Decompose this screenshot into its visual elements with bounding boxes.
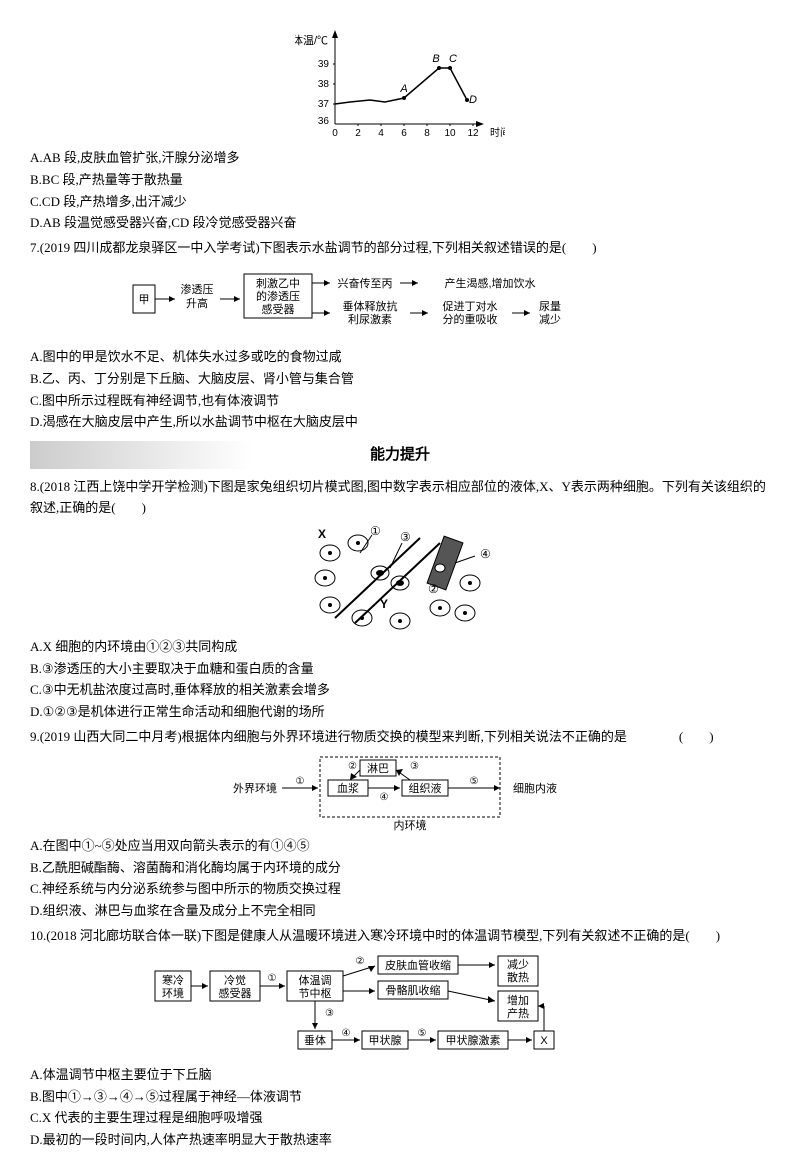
svg-text:增加: 增加 bbox=[507, 993, 529, 1007]
svg-text:升高: 升高 bbox=[186, 296, 208, 310]
q10-n2: ② bbox=[356, 956, 365, 967]
svg-text:兴奋传至丙: 兴奋传至丙 bbox=[338, 276, 393, 290]
q10-optA: A.体温调节中枢主要位于下丘脑 bbox=[30, 1065, 770, 1086]
q6-pB: B bbox=[432, 53, 439, 65]
q6-y38: 38 bbox=[318, 79, 330, 90]
svg-text:感受器: 感受器 bbox=[262, 303, 295, 316]
q10-n4: ④ bbox=[342, 1028, 351, 1039]
q6-y36: 36 bbox=[318, 116, 330, 127]
svg-text:渗透压: 渗透压 bbox=[181, 282, 214, 296]
q10-flow: 寒冷环境 冷觉感受器 ① 体温调节中枢 ② 皮肤血管收缩 减少散热 骨骼肌收缩 … bbox=[30, 951, 770, 1061]
q6-ylabel: 体温/℃ bbox=[295, 33, 328, 47]
q6-x10: 10 bbox=[444, 128, 456, 139]
q9-flow: 外界环境 ① 血浆 淋巴 ② ③ ④ 组织液 ⑤ 细胞内液 内环境 bbox=[30, 752, 770, 832]
svg-text:散热: 散热 bbox=[507, 970, 529, 984]
svg-text:分的重吸收: 分的重吸收 bbox=[443, 312, 498, 326]
svg-text:利尿激素: 利尿激素 bbox=[348, 312, 392, 326]
svg-text:冷觉: 冷觉 bbox=[224, 974, 246, 987]
q8-Y: Y bbox=[380, 597, 388, 611]
q10-optB: B.图中①→③→④→⑤过程属于神经—体液调节 bbox=[30, 1087, 770, 1108]
q8-optB: B.③渗透压的大小主要取决于血糖和蛋白质的含量 bbox=[30, 659, 770, 680]
q6-x12: 12 bbox=[467, 128, 479, 139]
svg-text:体温调: 体温调 bbox=[299, 973, 332, 987]
svg-text:减少: 减少 bbox=[507, 958, 529, 971]
q8-X: X bbox=[318, 527, 326, 541]
q6-y39: 39 bbox=[318, 59, 330, 70]
q10-jzx: 甲状腺 bbox=[369, 1033, 402, 1047]
q9-optB: B.乙酰胆碱酯酶、溶菌酶和消化酶均属于内环境的成分 bbox=[30, 858, 770, 879]
q6-pD: D bbox=[469, 94, 477, 106]
q8-optC: C.③中无机盐浓度过高时,垂体释放的相关激素会增多 bbox=[30, 680, 770, 701]
q9-waijie: 外界环境 bbox=[233, 781, 277, 795]
q10-n5: ⑤ bbox=[418, 1028, 427, 1039]
q6-x4: 4 bbox=[378, 128, 384, 139]
q8-3: ③ bbox=[400, 530, 411, 544]
q7-optA: A.图中的甲是饮水不足、机体失水过多或吃的食物过咸 bbox=[30, 347, 770, 368]
q6-y37: 37 bbox=[318, 99, 330, 110]
q9-n5: ⑤ bbox=[470, 776, 479, 787]
q6-optC: C.CD 段,产热增多,出汗减少 bbox=[30, 192, 770, 213]
q6-chart: 体温/℃ 36 37 38 39 0 2 4 6 8 10 12 时间/h A … bbox=[30, 24, 770, 144]
q9-stem: 9.(2019 山西大同二中月考)根据体内细胞与外界环境进行物质交换的模型来判断… bbox=[30, 727, 770, 748]
q6-x6: 6 bbox=[401, 128, 407, 139]
q10-hanleng-1: 寒冷 bbox=[162, 973, 184, 987]
q8-2: ② bbox=[428, 582, 439, 596]
q9-n1: ① bbox=[296, 776, 305, 787]
q10-gu: 骨骼肌收缩 bbox=[386, 983, 441, 997]
q9-n4: ④ bbox=[380, 792, 389, 803]
svg-text:垂体释放抗: 垂体释放抗 bbox=[343, 299, 398, 313]
q9-xibao: 细胞内液 bbox=[513, 781, 557, 795]
q9-xuejiang: 血浆 bbox=[337, 781, 359, 795]
q6-optA: A.AB 段,皮肤血管扩张,汗腺分泌增多 bbox=[30, 148, 770, 169]
q10-n1: ① bbox=[268, 973, 277, 984]
svg-text:环境: 环境 bbox=[162, 986, 184, 1000]
q7-optC: C.图中所示过程既有神经调节,也有体液调节 bbox=[30, 391, 770, 412]
q8-stem: 8.(2018 江西上饶中学开学检测)下图是家兔组织切片模式图,图中数字表示相应… bbox=[30, 477, 770, 519]
q9-optA: A.在图中①~⑤处应当用双向箭头表示的有①④⑤ bbox=[30, 836, 770, 857]
q8-figure: X ① ③ ④ ② Y bbox=[30, 523, 770, 633]
q6-pC: C bbox=[449, 53, 457, 65]
svg-text:的渗透压: 的渗透压 bbox=[256, 289, 300, 303]
q10-stem: 10.(2018 河北廊坊联合体一联)下图是健康人从温暖环境进入寒冷环境中时的体… bbox=[30, 926, 770, 947]
q9-zuzhi: 组织液 bbox=[409, 781, 442, 795]
q9-linba: 淋巴 bbox=[367, 762, 389, 775]
q9-n3: ③ bbox=[410, 761, 419, 772]
q10-optD: D.最初的一段时间内,人体产热速率明显大于散热速率 bbox=[30, 1130, 770, 1151]
q6-x2: 2 bbox=[355, 128, 361, 139]
q8-optD: D.①②③是机体进行正常生命活动和细胞代谢的场所 bbox=[30, 702, 770, 723]
q6-x0: 0 bbox=[332, 128, 338, 139]
q8-optA: A.X 细胞的内环境由①②③共同构成 bbox=[30, 637, 770, 658]
svg-text:尿量: 尿量 bbox=[539, 300, 561, 313]
q6-optB: B.BC 段,产热量等于散热量 bbox=[30, 170, 770, 191]
section-header: 能力提升 bbox=[30, 441, 770, 469]
q10-jisu: 甲状腺激素 bbox=[446, 1033, 501, 1047]
q8-4: ④ bbox=[480, 547, 491, 561]
svg-text:产热: 产热 bbox=[507, 1006, 529, 1020]
q6-x8: 8 bbox=[424, 128, 430, 139]
q7-stem: 7.(2019 四川成都龙泉驿区一中入学考试)下图表示水盐调节的部分过程,下列相… bbox=[30, 238, 770, 259]
q6-xlabel: 时间/h bbox=[490, 126, 505, 139]
q9-neihuanjing: 内环境 bbox=[394, 818, 427, 832]
q10-optC: C.X 代表的主要生理过程是细胞呼吸增强 bbox=[30, 1108, 770, 1129]
q9-optC: C.神经系统与内分泌系统参与图中所示的物质交换过程 bbox=[30, 879, 770, 900]
q6-pA: A bbox=[399, 83, 407, 95]
q10-x: X bbox=[540, 1035, 548, 1047]
svg-text:减少: 减少 bbox=[539, 313, 561, 326]
q7-jia: 甲 bbox=[139, 294, 150, 306]
q6-optD: D.AB 段温觉感受器兴奋,CD 段冷觉感受器兴奋 bbox=[30, 213, 770, 234]
q9-optD: D.组织液、淋巴与血浆在含量及成分上不完全相同 bbox=[30, 901, 770, 922]
svg-text:节中枢: 节中枢 bbox=[299, 986, 332, 1000]
q7-optB: B.乙、丙、丁分别是下丘脑、大脑皮层、肾小管与集合管 bbox=[30, 369, 770, 390]
svg-text:刺激乙中: 刺激乙中 bbox=[256, 276, 300, 290]
q9-n2: ② bbox=[348, 761, 357, 772]
q10-n3: ③ bbox=[325, 1008, 334, 1019]
q10-pifu: 皮肤血管收缩 bbox=[385, 958, 451, 972]
svg-text:产生渴感,增加饮水: 产生渴感,增加饮水 bbox=[444, 276, 535, 290]
q7-optD: D.渴感在大脑皮层中产生,所以水盐调节中枢在大脑皮层中 bbox=[30, 412, 770, 433]
svg-text:感受器: 感受器 bbox=[219, 987, 252, 1000]
q7-flow: 甲 渗透压升高 刺激乙中的渗透压感受器 兴奋传至丙 产生渴感,增加饮水 垂体释放… bbox=[30, 263, 770, 343]
q10-chuiti: 垂体 bbox=[304, 1033, 326, 1047]
svg-text:促进丁对水: 促进丁对水 bbox=[443, 299, 498, 313]
